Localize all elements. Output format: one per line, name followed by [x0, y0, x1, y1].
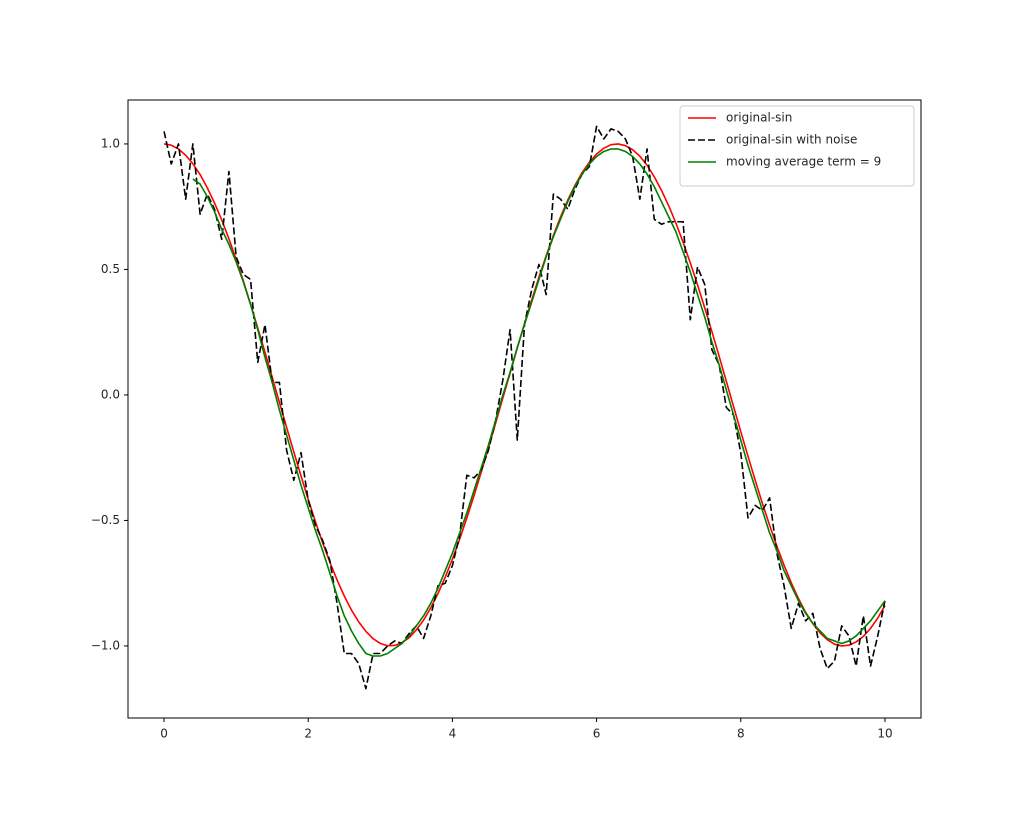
legend: original-sin original-sin with noise movin…	[679, 105, 915, 187]
series-line	[192, 148, 886, 657]
y-tick-label: −1.0	[91, 638, 120, 652]
y-tick-label: 0.5	[101, 262, 120, 276]
y-tick-label: 1.0	[101, 136, 120, 150]
legend-box	[679, 105, 915, 187]
legend-label: original-sin with noise	[726, 133, 857, 147]
x-tick-label: 6	[593, 727, 601, 741]
plot-frame	[127, 99, 922, 719]
legend-label: moving average term = 9	[726, 155, 881, 169]
x-tick-label: 4	[449, 727, 457, 741]
legend-label: original-sin	[726, 111, 792, 125]
x-tick-label: 0	[160, 727, 168, 741]
x-tick-label: 8	[737, 727, 745, 741]
x-tick-label: 10	[877, 727, 892, 741]
y-tick-label: −0.5	[91, 513, 120, 527]
x-tick-label: 2	[304, 727, 312, 741]
y-tick-label: 0.0	[101, 387, 120, 401]
